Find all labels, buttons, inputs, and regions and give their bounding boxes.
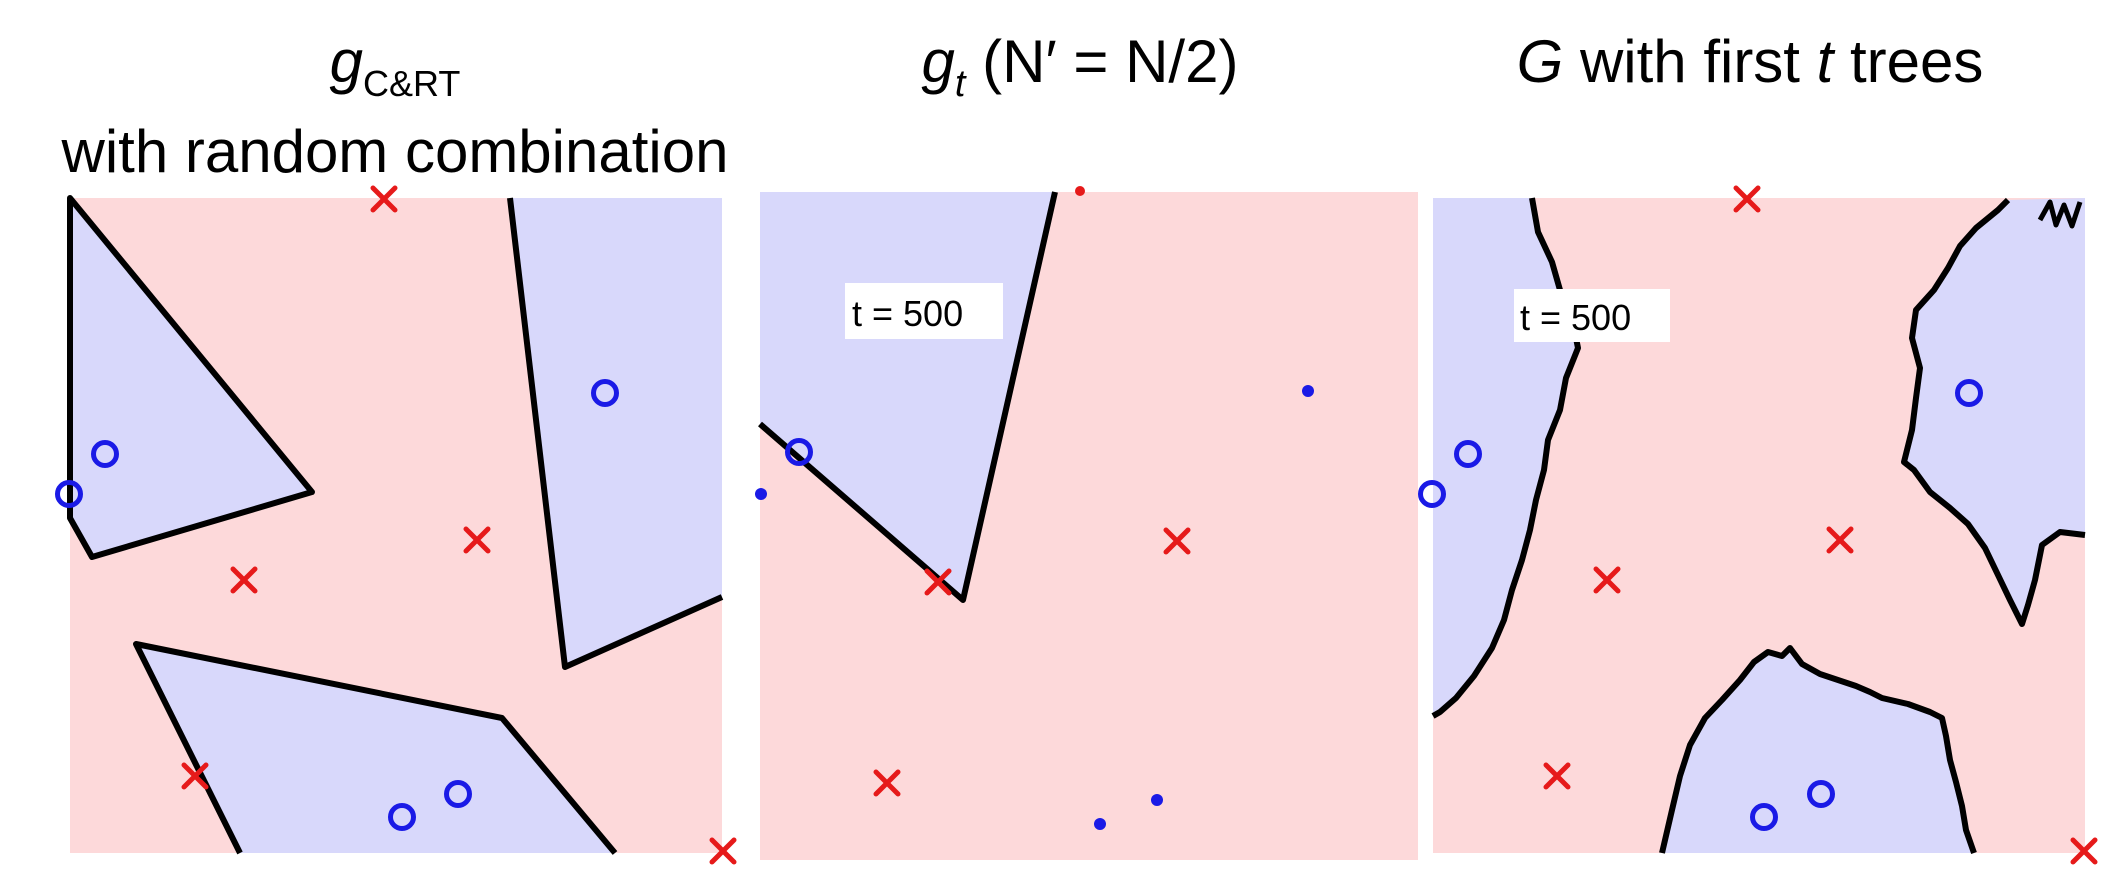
middle-boundary bbox=[758, 191, 1058, 603]
left-panel bbox=[58, 188, 735, 862]
right-boundary-3 bbox=[1659, 645, 1977, 854]
right-boundary-2 bbox=[1901, 197, 2086, 627]
right-positive-region-2 bbox=[1904, 198, 2085, 624]
right-panel-title: G with first t trees bbox=[1390, 28, 2110, 96]
left-positive-region-1 bbox=[67, 195, 315, 560]
right-title-t: t bbox=[1816, 28, 1834, 95]
middle-dot-4 bbox=[1094, 818, 1106, 830]
middle-label-text: t = 500 bbox=[852, 293, 963, 334]
left-boundary-2 bbox=[507, 197, 724, 670]
right-label-box bbox=[1514, 289, 1670, 342]
left-title-line2: with random combination bbox=[61, 118, 729, 185]
left-title-g: g bbox=[329, 28, 363, 95]
left-boundary-3 bbox=[133, 641, 618, 855]
left-panel-title: gC&RT with random combination bbox=[0, 28, 790, 186]
right-title-end: trees bbox=[1833, 28, 1984, 95]
middle-title-g: g bbox=[921, 28, 955, 95]
middle-title-rest: (N′ = N/2) bbox=[965, 28, 1239, 95]
left-positive-region-2 bbox=[510, 198, 722, 667]
middle-panel: t = 500 bbox=[755, 186, 1418, 860]
left-positive-region-3 bbox=[136, 644, 615, 853]
right-title-mid: with first bbox=[1563, 28, 1817, 95]
right-panel: t = 500 bbox=[1421, 188, 2096, 862]
middle-dot-3 bbox=[1151, 794, 1163, 806]
middle-title-subscript: t bbox=[954, 63, 966, 105]
right-title-G: G bbox=[1516, 28, 1564, 95]
middle-small-cross-dot bbox=[1075, 186, 1085, 196]
middle-dot-2 bbox=[755, 488, 767, 500]
middle-label-box bbox=[845, 283, 1003, 339]
right-positive-region-3 bbox=[1662, 648, 1974, 853]
left-title-subscript: C&RT bbox=[363, 63, 461, 104]
right-label-text: t = 500 bbox=[1520, 297, 1631, 338]
right-boundary-2-edge bbox=[2037, 199, 2083, 229]
middle-dot-1 bbox=[1302, 385, 1314, 397]
middle-panel-title: gt (N′ = N/2) bbox=[790, 28, 1370, 118]
